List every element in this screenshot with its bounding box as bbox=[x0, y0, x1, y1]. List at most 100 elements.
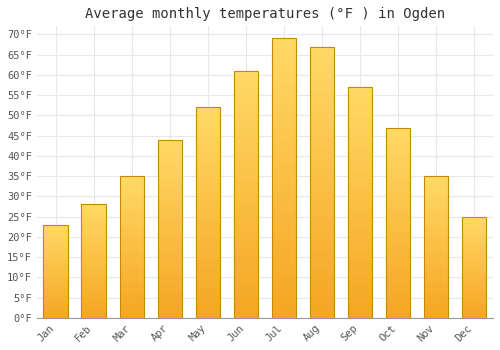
Bar bbox=[348, 93, 372, 96]
Bar bbox=[82, 274, 106, 275]
Bar bbox=[44, 316, 68, 317]
Bar bbox=[272, 182, 296, 185]
Bar bbox=[386, 278, 410, 280]
Bar bbox=[234, 281, 258, 284]
Bar bbox=[462, 261, 486, 262]
Bar bbox=[196, 236, 220, 239]
Bar bbox=[310, 175, 334, 179]
Bar bbox=[348, 269, 372, 272]
Bar bbox=[272, 241, 296, 245]
Bar bbox=[310, 53, 334, 57]
Bar bbox=[462, 284, 486, 285]
Bar bbox=[348, 197, 372, 199]
Bar bbox=[158, 313, 182, 316]
Bar bbox=[120, 211, 144, 214]
Bar bbox=[386, 144, 410, 147]
Bar bbox=[234, 234, 258, 238]
Bar bbox=[44, 275, 68, 276]
Bar bbox=[462, 252, 486, 253]
Bar bbox=[348, 107, 372, 110]
Bar bbox=[82, 250, 106, 251]
Bar bbox=[386, 216, 410, 218]
Bar bbox=[82, 240, 106, 241]
Bar bbox=[82, 270, 106, 271]
Bar bbox=[462, 227, 486, 228]
Bar bbox=[234, 250, 258, 253]
Bar bbox=[158, 144, 182, 146]
Bar bbox=[234, 201, 258, 204]
Bar bbox=[196, 207, 220, 210]
Bar bbox=[386, 137, 410, 139]
Bar bbox=[196, 191, 220, 194]
Bar bbox=[196, 252, 220, 255]
Bar bbox=[462, 241, 486, 242]
Bar bbox=[196, 250, 220, 252]
Bar bbox=[386, 234, 410, 237]
Bar bbox=[196, 149, 220, 152]
Bar bbox=[120, 192, 144, 194]
Bar bbox=[424, 289, 448, 291]
Bar bbox=[82, 287, 106, 288]
Bar bbox=[310, 226, 334, 230]
Bar bbox=[272, 164, 296, 168]
Bar bbox=[44, 262, 68, 263]
Bar bbox=[196, 273, 220, 276]
Bar bbox=[196, 255, 220, 257]
Bar bbox=[424, 190, 448, 192]
Bar bbox=[386, 289, 410, 292]
Bar bbox=[272, 252, 296, 255]
Bar bbox=[348, 194, 372, 197]
Bar bbox=[120, 231, 144, 233]
Bar bbox=[348, 272, 372, 275]
Bar bbox=[462, 314, 486, 315]
Bar bbox=[348, 254, 372, 257]
Bar bbox=[462, 286, 486, 287]
Bar bbox=[158, 273, 182, 275]
Bar bbox=[310, 271, 334, 274]
Bar bbox=[196, 139, 220, 141]
Bar bbox=[348, 312, 372, 315]
Bar bbox=[424, 214, 448, 215]
Bar bbox=[348, 315, 372, 318]
Bar bbox=[44, 257, 68, 259]
Bar bbox=[120, 313, 144, 314]
Bar bbox=[272, 231, 296, 234]
Bar bbox=[120, 259, 144, 261]
Bar bbox=[462, 294, 486, 295]
Bar bbox=[234, 275, 258, 278]
Bar bbox=[158, 304, 182, 307]
Bar bbox=[462, 282, 486, 284]
Bar bbox=[310, 206, 334, 209]
Bar bbox=[386, 282, 410, 285]
Bar bbox=[272, 262, 296, 265]
Bar bbox=[158, 293, 182, 296]
Bar bbox=[158, 264, 182, 267]
Bar bbox=[424, 215, 448, 217]
Bar bbox=[272, 227, 296, 231]
Bar bbox=[234, 105, 258, 108]
Bar bbox=[272, 56, 296, 60]
Bar bbox=[462, 268, 486, 270]
Bar bbox=[82, 254, 106, 256]
Bar bbox=[272, 168, 296, 171]
Bar bbox=[196, 165, 220, 168]
Bar bbox=[158, 253, 182, 256]
Bar bbox=[462, 267, 486, 268]
Bar bbox=[348, 130, 372, 133]
Bar bbox=[272, 300, 296, 304]
Bar bbox=[44, 267, 68, 268]
Bar bbox=[82, 248, 106, 250]
Bar bbox=[272, 88, 296, 91]
Bar bbox=[120, 249, 144, 251]
Bar bbox=[386, 249, 410, 251]
Bar bbox=[424, 201, 448, 203]
Bar bbox=[462, 272, 486, 274]
Bar bbox=[82, 220, 106, 222]
Bar bbox=[424, 259, 448, 261]
Bar bbox=[424, 187, 448, 189]
Bar bbox=[44, 226, 68, 227]
Bar bbox=[424, 183, 448, 185]
Bar bbox=[272, 42, 296, 46]
Bar bbox=[424, 286, 448, 288]
Bar bbox=[120, 185, 144, 187]
